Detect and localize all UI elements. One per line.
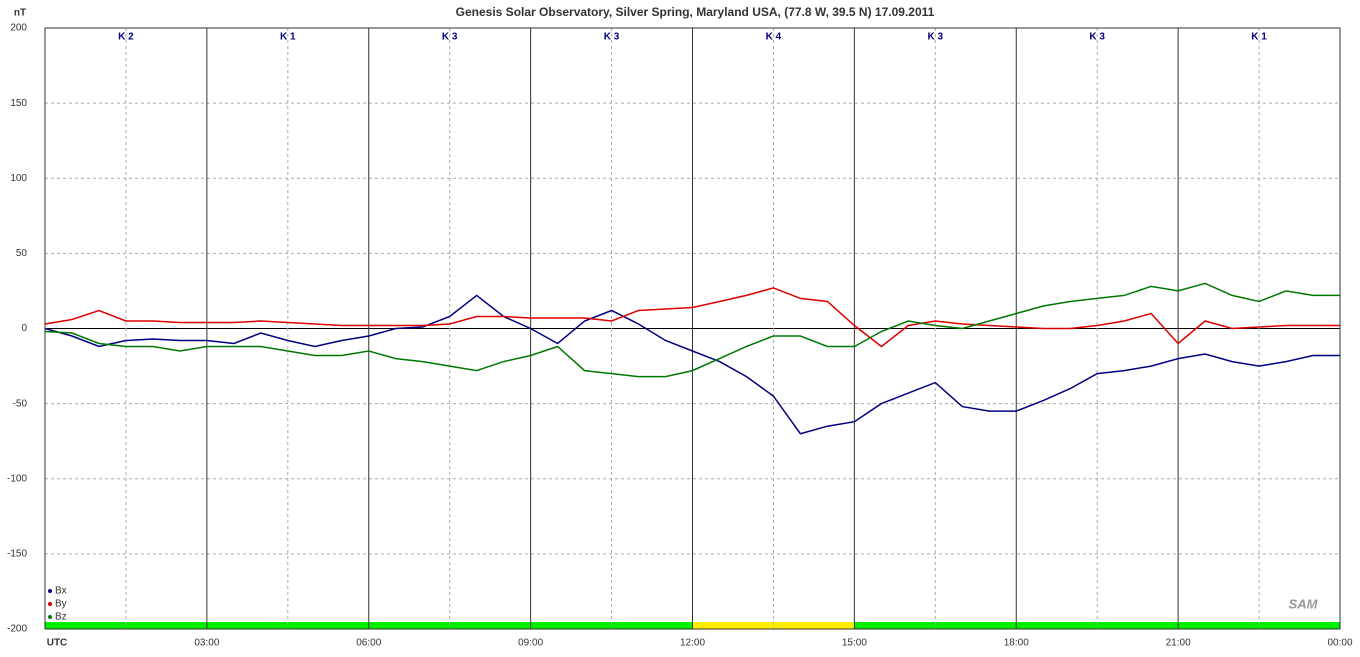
- y-tick-label: -200: [7, 624, 27, 635]
- k-index-bar: [530, 622, 693, 629]
- k-index-label: K 3: [1089, 32, 1105, 43]
- legend-marker: [48, 589, 52, 593]
- k-index-bar: [45, 622, 207, 629]
- x-tick-label: 03:00: [194, 638, 219, 649]
- k-index-label: K 4: [766, 32, 782, 43]
- y-tick-label: -100: [7, 473, 27, 484]
- x-tick-label: 18:00: [1004, 638, 1029, 649]
- x-tick-label: 09:00: [518, 638, 543, 649]
- logo: SAM: [1289, 596, 1319, 611]
- data-line: [44, 287, 1340, 348]
- y-tick-label: -50: [13, 398, 28, 409]
- legend-label: Bz: [55, 612, 67, 623]
- x-tick-label: 12:00: [680, 638, 705, 649]
- k-index-label: K 2: [118, 32, 134, 43]
- y-tick-label: 0: [21, 323, 27, 334]
- y-axis-label: nT: [14, 8, 26, 19]
- y-tick-label: 100: [10, 173, 27, 184]
- k-index-label: K 1: [1251, 32, 1267, 43]
- y-tick-label: 150: [10, 98, 27, 109]
- k-index-label: K 3: [604, 32, 620, 43]
- x-tick-label: 15:00: [842, 638, 867, 649]
- legend-label: By: [55, 599, 67, 610]
- x-tick-label: UTC: [47, 638, 68, 649]
- y-tick-label: 200: [10, 23, 27, 34]
- k-index-label: K 3: [928, 32, 944, 43]
- legend-marker: [48, 602, 52, 606]
- k-index-label: K 1: [280, 32, 296, 43]
- k-index-bar: [854, 622, 1017, 629]
- k-index-bar: [1178, 622, 1340, 629]
- x-tick-label: 06:00: [356, 638, 381, 649]
- x-tick-label: 21:00: [1166, 638, 1191, 649]
- k-index-bar: [206, 622, 369, 629]
- y-tick-label: 50: [16, 248, 28, 259]
- data-line: [44, 294, 1340, 435]
- x-tick-label: 00:00: [1327, 638, 1352, 649]
- legend-marker: [48, 615, 52, 619]
- y-tick-label: -150: [7, 549, 27, 560]
- chart-title: Genesis Solar Observatory, Silver Spring…: [456, 5, 935, 19]
- k-index-label: K 3: [442, 32, 458, 43]
- k-index-bar: [368, 622, 531, 629]
- k-index-bar: [1016, 622, 1179, 629]
- data-line: [44, 282, 1340, 378]
- k-index-bar: [692, 622, 855, 629]
- legend-label: Bx: [55, 586, 67, 597]
